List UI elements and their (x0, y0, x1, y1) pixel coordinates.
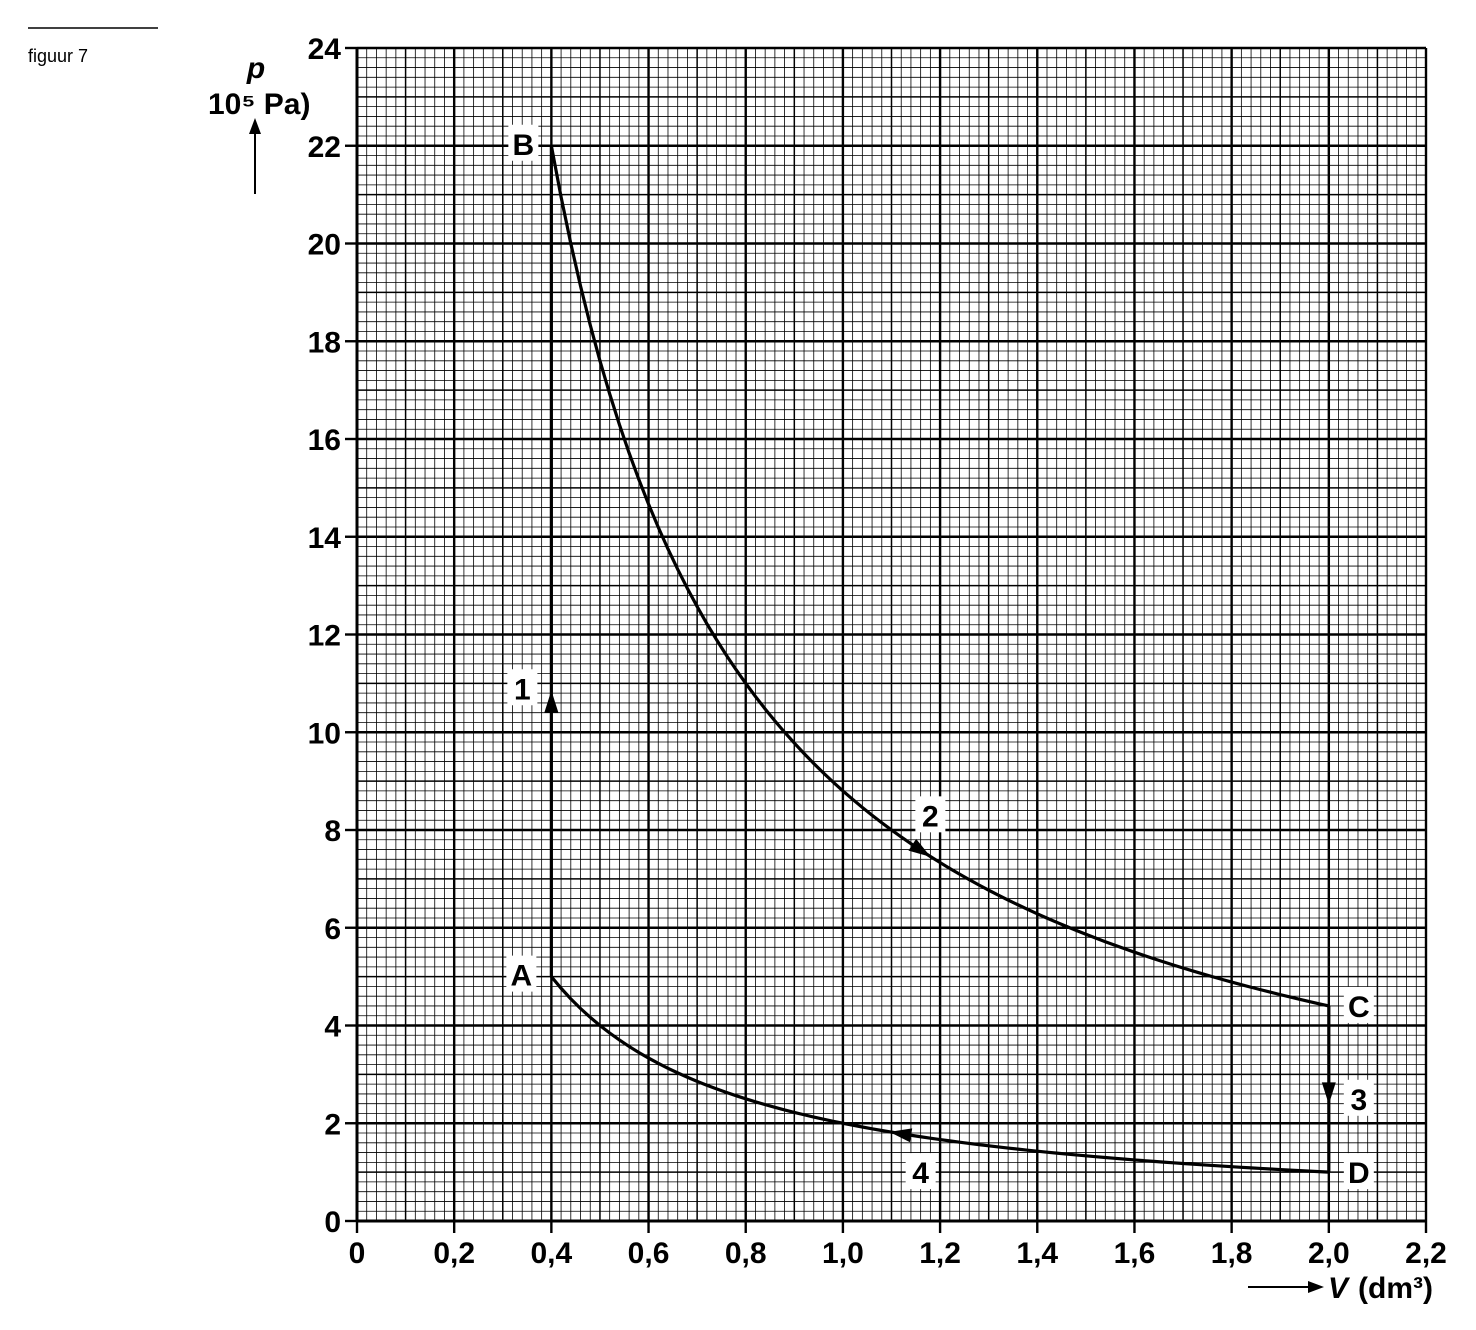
y-tick-label: 2 (324, 1108, 341, 1141)
arrow-segment-2 (908, 838, 931, 857)
y-tick-label: 8 (324, 815, 341, 848)
segment-label-1-background (507, 669, 538, 706)
x-tick-label: 2,2 (1405, 1237, 1447, 1270)
point-label-C: C (1348, 991, 1370, 1024)
x-axis-symbol: V (1328, 1272, 1351, 1305)
point-label-C-background (1343, 986, 1374, 1023)
direction-arrows (544, 690, 1336, 1143)
segment-label-2-background (915, 796, 946, 833)
x-tick-label: 0,8 (725, 1237, 767, 1270)
segment-label-2: 2 (922, 800, 939, 833)
arrow-segment-4 (889, 1128, 913, 1143)
x-tick-label: 1,2 (919, 1237, 961, 1270)
point-label-D-background (1343, 1153, 1374, 1190)
y-axis-symbol: p (246, 52, 265, 85)
y-tick-label: 18 (308, 326, 341, 359)
figure-label: figuur 7 (28, 46, 88, 66)
segment-label-1: 1 (514, 673, 531, 706)
point-label-A-background (506, 955, 537, 992)
y-tick-label: 20 (308, 229, 341, 262)
cycle-segment-2 (549, 145, 1330, 1008)
point-label-B: B (513, 129, 535, 162)
point-label-B-background (508, 124, 539, 161)
segment-label-4: 4 (912, 1157, 929, 1190)
y-axis-arrow-head (249, 118, 261, 134)
x-axis-unit: (dm³) (1358, 1272, 1433, 1305)
segment-label-4-background (905, 1153, 936, 1190)
x-tick-label: 1,6 (1114, 1237, 1156, 1270)
grid (355, 46, 1428, 1223)
point-labels: A B C D 1 2 3 4 (506, 124, 1374, 1190)
y-tick-label: 10 (308, 717, 341, 750)
y-tick-label: 16 (308, 424, 341, 457)
segment-label-3-background (1343, 1079, 1374, 1116)
x-tick-label: 0,4 (531, 1237, 573, 1270)
x-axis-arrow-head (1308, 1281, 1324, 1293)
y-tick-label: 14 (308, 522, 342, 555)
y-tick-label: 4 (324, 1011, 341, 1044)
segment-label-3: 3 (1350, 1084, 1367, 1117)
x-tick-label: 0,2 (433, 1237, 475, 1270)
arrow-segment-3 (1321, 1082, 1336, 1105)
x-tick-label: 2,0 (1308, 1237, 1350, 1270)
x-tick-label: 1,8 (1211, 1237, 1253, 1270)
point-label-D: D (1348, 1157, 1370, 1190)
tick-labels: 0 0,2 0,4 0,6 0,8 1,0 1,2 1,4 1,6 1,8 2,0 2,2024681… (308, 33, 1447, 1270)
y-tick-label: 24 (308, 33, 342, 66)
x-tick-label: 1,0 (822, 1237, 864, 1270)
point-label-A: A (511, 960, 533, 993)
arrow-segment-1 (544, 690, 559, 713)
y-tick-label: 12 (308, 620, 341, 653)
cycle-segment-4 (550, 975, 1329, 1174)
y-tick-label: 0 (324, 1206, 341, 1239)
x-tick-label: 1,4 (1016, 1237, 1058, 1270)
y-axis-unit: 10⁵ Pa) (208, 88, 310, 121)
y-tick-label: 6 (324, 913, 341, 946)
x-tick-label: 0,6 (628, 1237, 670, 1270)
x-tick-label: 0 (349, 1237, 366, 1270)
y-tick-label: 22 (308, 131, 341, 164)
